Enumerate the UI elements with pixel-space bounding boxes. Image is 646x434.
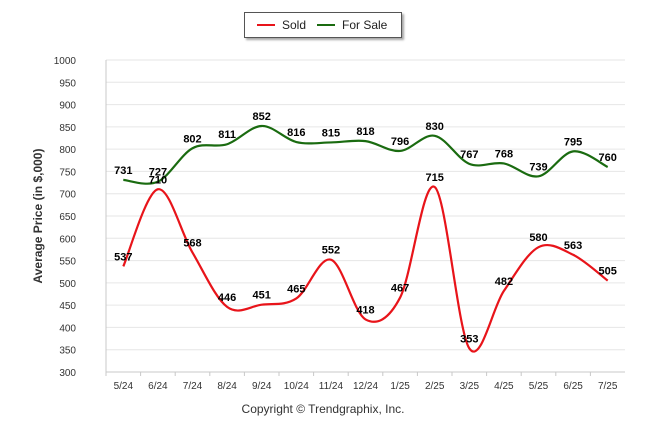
data-label-sold: 482 — [495, 276, 513, 288]
data-label-sold: 353 — [460, 333, 478, 345]
x-tick-label: 7/25 — [598, 381, 618, 392]
copyright-footer: Copyright © Trendgraphix, Inc. — [241, 402, 405, 416]
legend: Sold For Sale — [244, 12, 402, 38]
data-label-for-sale: 852 — [253, 111, 271, 123]
data-label-for-sale: 768 — [495, 148, 513, 160]
x-tick-label: 6/24 — [148, 381, 168, 392]
y-tick-label: 700 — [59, 190, 76, 201]
data-label-for-sale: 727 — [149, 167, 167, 179]
data-label-for-sale: 767 — [460, 149, 478, 161]
y-tick-label: 550 — [59, 257, 76, 268]
y-tick-label: 750 — [59, 167, 76, 178]
x-axis: 5/24 6/24 7/24 8/24 9/24 10/24 11/24 12/24 1/25 2… — [105, 372, 618, 392]
grid — [105, 59, 625, 373]
data-label-for-sale: 802 — [183, 133, 201, 145]
series-line-sold — [122, 185, 609, 353]
series-line-for-sale — [123, 124, 609, 185]
y-tick-label: 300 — [59, 368, 76, 379]
x-tick-label: 8/24 — [217, 381, 237, 392]
data-label-sold: 465 — [287, 283, 305, 295]
data-label-sold: 552 — [322, 245, 340, 257]
x-tick-label: 4/25 — [494, 381, 514, 392]
y-tick-label: 450 — [59, 301, 76, 312]
data-labels: 537 710 568 446 451 465 552 418 467 715 353 482 580 5… — [114, 111, 617, 345]
data-label-sold: 710 — [149, 174, 167, 186]
legend-item-sold[interactable]: Sold — [257, 13, 306, 37]
data-label-sold: 568 — [183, 238, 201, 250]
x-tick-label: 5/25 — [529, 381, 549, 392]
data-label-for-sale: 830 — [426, 121, 444, 133]
x-tick-label: 12/24 — [353, 381, 378, 392]
x-tick-label: 7/24 — [183, 381, 203, 392]
y-tick-label: 350 — [59, 346, 76, 357]
data-label-for-sale: 739 — [529, 161, 547, 173]
data-label-sold: 446 — [218, 292, 236, 304]
data-label-sold: 418 — [356, 304, 374, 316]
y-tick-label: 850 — [59, 123, 76, 134]
data-label-for-sale: 731 — [114, 165, 132, 177]
x-tick-label: 9/24 — [252, 381, 272, 392]
legend-label-sold: Sold — [282, 18, 307, 32]
x-tick-label: 11/24 — [319, 381, 344, 392]
y-tick-label: 900 — [59, 101, 76, 112]
x-tick-label: 10/24 — [284, 381, 309, 392]
y-tick-label: 800 — [59, 145, 76, 156]
legend-item-for-sale[interactable]: For Sale — [317, 13, 387, 37]
y-axis-label: Average Price (in $,000) — [31, 149, 45, 284]
data-label-sold: 563 — [564, 240, 582, 252]
y-tick-label: 500 — [59, 279, 76, 290]
data-label-sold: 505 — [599, 266, 617, 278]
y-tick-label: 600 — [59, 234, 76, 245]
x-tick-label: 1/25 — [390, 381, 410, 392]
x-tick-label: 2/25 — [425, 381, 445, 392]
x-tick-label: 6/25 — [563, 381, 583, 392]
x-tick-label: 3/25 — [460, 381, 480, 392]
y-tick-label: 650 — [59, 212, 76, 223]
data-label-for-sale: 811 — [218, 129, 236, 141]
y-tick-label: 400 — [59, 323, 76, 334]
data-label-for-sale: 795 — [564, 136, 582, 148]
for-sale-swatch-icon — [317, 24, 335, 26]
sold-swatch-icon — [257, 24, 275, 26]
data-label-for-sale: 816 — [287, 127, 305, 139]
data-label-sold: 451 — [253, 290, 271, 302]
y-tick-label: 950 — [59, 78, 76, 89]
data-label-sold: 537 — [114, 251, 132, 263]
data-label-for-sale: 796 — [391, 136, 409, 148]
y-axis: 300 350 400 450 500 550 600 650 700 750 800 850 900 9… — [54, 56, 77, 379]
x-tick-label: 5/24 — [114, 381, 134, 392]
data-label-sold: 580 — [529, 232, 547, 244]
y-tick-label: 1000 — [54, 56, 77, 67]
data-label-for-sale: 818 — [356, 126, 374, 138]
data-label-sold: 467 — [391, 283, 409, 295]
data-label-for-sale: 760 — [599, 152, 617, 164]
legend-label-for-sale: For Sale — [342, 18, 388, 32]
series-lines — [122, 124, 609, 353]
data-label-sold: 715 — [426, 172, 444, 184]
data-label-for-sale: 815 — [322, 127, 340, 139]
